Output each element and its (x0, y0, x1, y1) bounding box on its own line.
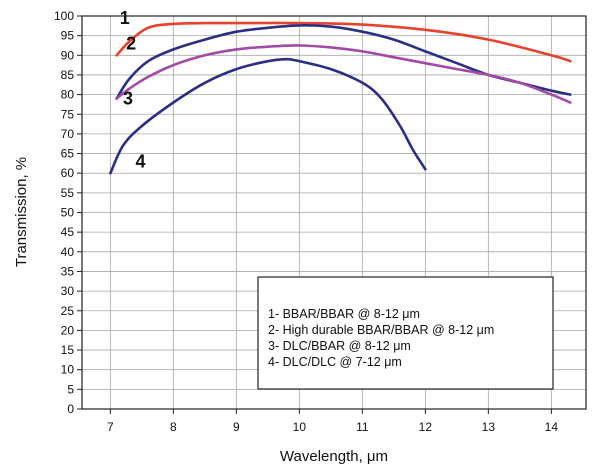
y-tick-label: 45 (61, 225, 75, 239)
y-tick-label: 100 (54, 9, 74, 23)
y-tick-label: 95 (61, 29, 75, 43)
y-tick-label: 85 (61, 68, 75, 82)
y-tick-label: 25 (61, 304, 75, 318)
y-tick-label: 75 (61, 107, 75, 121)
curve-label-1: 1 (120, 8, 130, 28)
series-line-4 (109, 57, 427, 175)
legend-entry-1: 1- BBAR/BBAR @ 8-12 μm (268, 307, 420, 321)
series-line-3 (115, 44, 572, 104)
curve-number-labels: 1 2 3 4 (120, 8, 146, 171)
curve-label-2: 2 (126, 33, 136, 53)
y-tick-label: 60 (61, 166, 75, 180)
legend-box (257, 276, 554, 390)
x-tick-label: 11 (356, 420, 369, 434)
y-axis-label: Transmission, % (13, 157, 30, 267)
y-tick-label: 65 (61, 147, 75, 161)
x-tick-label: 10 (293, 420, 307, 434)
grid-layer (82, 16, 586, 409)
y-tick-label: 80 (61, 88, 75, 102)
y-tick-label: 35 (61, 264, 75, 278)
y-tick-label: 20 (61, 323, 75, 337)
x-tick-label: 8 (170, 420, 177, 434)
x-tick-label: 13 (482, 420, 496, 434)
y-tick-label: 5 (67, 382, 74, 396)
y-tick-label: 15 (61, 343, 75, 357)
y-tick-label: 70 (61, 127, 75, 141)
legend-entry-2: 2- High durable BBAR/BBAR @ 8-12 μm (268, 323, 494, 337)
curve-layer (109, 21, 572, 175)
y-tick-label: 50 (61, 206, 75, 220)
curve-label-3: 3 (123, 88, 133, 108)
y-tick-label: 90 (61, 48, 75, 62)
y-tick-label: 40 (61, 245, 75, 259)
x-axis-label: Wavelength, μm (280, 448, 388, 465)
curve-label-4: 4 (136, 151, 146, 171)
legend-entry-4: 4- DLC/DLC @ 7-12 μm (268, 355, 402, 369)
x-tick-label: 9 (233, 420, 240, 434)
legend: 1- BBAR/BBAR @ 8-12 μm 2- High durable B… (257, 276, 554, 390)
series-line-1 (115, 21, 572, 63)
legend-entry-3: 3- DLC/BBAR @ 8-12 μm (268, 339, 411, 353)
x-tick-label: 14 (545, 420, 559, 434)
y-tick-label: 0 (67, 402, 74, 416)
y-tick-label: 55 (61, 186, 75, 200)
tick-layer: 0 5 10 15 20 25 30 35 40 45 50 55 60 65 70 75 80 85 90 95 10… (54, 9, 558, 434)
x-tick-label: 12 (419, 420, 433, 434)
y-tick-label: 30 (61, 284, 75, 298)
x-tick-label: 7 (107, 420, 114, 434)
y-tick-label: 10 (61, 363, 75, 377)
